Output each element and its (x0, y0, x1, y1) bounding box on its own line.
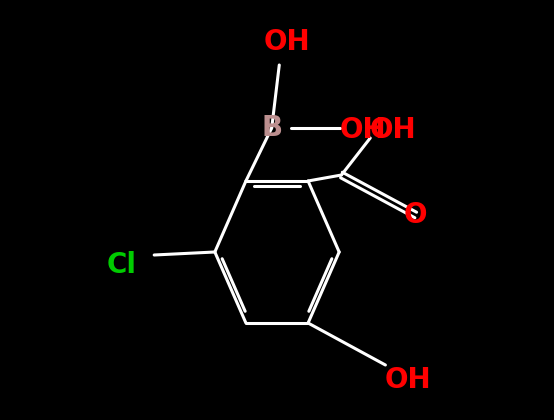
Text: OH: OH (264, 28, 310, 56)
Text: O: O (404, 201, 428, 229)
Text: OH: OH (370, 116, 416, 144)
Text: OH: OH (340, 116, 386, 144)
Text: OH: OH (385, 366, 432, 394)
Text: B: B (261, 114, 282, 142)
Text: Cl: Cl (106, 251, 137, 279)
